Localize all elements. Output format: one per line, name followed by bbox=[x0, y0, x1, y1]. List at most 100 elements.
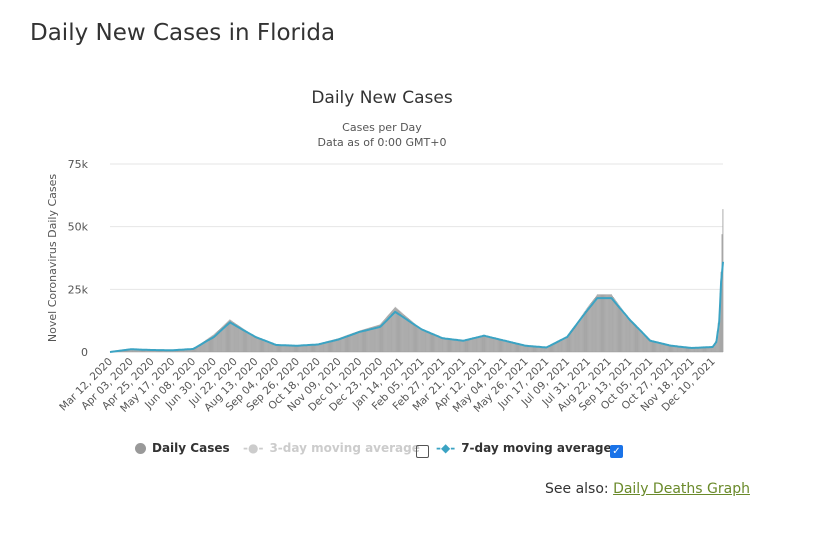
daily-case-bar bbox=[137, 349, 139, 352]
daily-case-bar bbox=[517, 343, 519, 352]
daily-case-bar bbox=[288, 345, 289, 352]
daily-case-bar bbox=[607, 294, 609, 352]
daily-case-bar bbox=[514, 343, 516, 352]
daily-case-bar bbox=[695, 347, 696, 352]
daily-case-bar bbox=[595, 296, 596, 352]
daily-case-bar bbox=[663, 344, 665, 352]
daily-case-bar bbox=[134, 349, 135, 352]
daily-case-bar bbox=[700, 347, 702, 352]
daily-case-bar bbox=[139, 349, 141, 352]
daily-case-bar bbox=[387, 315, 389, 352]
daily-case-bar bbox=[359, 330, 361, 352]
daily-case-bar bbox=[652, 341, 654, 352]
daily-case-bar bbox=[507, 341, 508, 352]
daily-case-bar bbox=[600, 294, 602, 352]
chart-title: Daily New Cases bbox=[311, 88, 453, 108]
daily-case-bar bbox=[638, 329, 640, 352]
daily-case-bar bbox=[224, 323, 226, 352]
daily-case-bar bbox=[529, 346, 531, 352]
daily-case-bar bbox=[145, 349, 147, 352]
daily-case-bar bbox=[381, 322, 383, 352]
daily-case-bar bbox=[513, 342, 515, 352]
daily-case-bar bbox=[575, 324, 576, 352]
daily-case-bar bbox=[712, 346, 713, 352]
daily-case-bar bbox=[433, 334, 435, 352]
daily-case-bar bbox=[185, 349, 186, 352]
daily-case-bar bbox=[682, 347, 684, 352]
daily-case-bar bbox=[636, 327, 638, 352]
see-also-label: See also: bbox=[545, 481, 609, 497]
daily-case-bar bbox=[690, 347, 692, 352]
daily-case-bar bbox=[226, 322, 228, 352]
legend-daily-cases[interactable]: Daily Cases bbox=[135, 441, 230, 455]
daily-case-bar bbox=[540, 347, 542, 352]
daily-case-bar bbox=[253, 335, 254, 352]
daily-case-bar bbox=[385, 317, 387, 352]
daily-case-bar bbox=[454, 339, 456, 352]
daily-case-bar bbox=[505, 340, 507, 352]
daily-case-bar bbox=[307, 344, 309, 352]
daily-case-bar bbox=[442, 338, 444, 352]
daily-case-bar bbox=[628, 318, 629, 352]
daily-case-bar bbox=[343, 336, 345, 352]
daily-case-bar bbox=[571, 330, 573, 352]
daily-case-bar bbox=[183, 349, 185, 352]
daily-case-bar bbox=[633, 324, 635, 352]
daily-case-bar bbox=[671, 345, 673, 352]
daily-case-bar bbox=[640, 331, 642, 352]
daily-case-bar bbox=[291, 345, 293, 352]
daily-case-bar bbox=[481, 336, 483, 352]
daily-case-bar bbox=[344, 335, 346, 352]
daily-case-bar bbox=[603, 294, 605, 352]
page-title: Daily New Cases in Florida bbox=[30, 20, 336, 46]
daily-case-bar bbox=[516, 343, 518, 352]
daily-case-bar bbox=[320, 343, 321, 352]
daily-case-bar bbox=[526, 345, 527, 352]
daily-case-bar bbox=[339, 337, 340, 352]
daily-case-bar bbox=[543, 347, 544, 352]
daily-case-bar bbox=[401, 312, 403, 352]
daily-case-bar bbox=[432, 334, 434, 352]
daily-case-bar bbox=[240, 327, 242, 352]
legend-3day[interactable]: -●- 3-day moving average bbox=[243, 441, 420, 455]
daily-case-bar bbox=[425, 331, 427, 352]
daily-case-bar bbox=[586, 308, 588, 352]
daily-case-bar bbox=[348, 334, 350, 352]
daily-case-bar bbox=[191, 348, 193, 352]
daily-case-bar bbox=[511, 342, 513, 352]
daily-case-bar bbox=[448, 339, 450, 352]
daily-case-bar bbox=[152, 350, 154, 352]
daily-case-bar bbox=[303, 345, 304, 352]
daily-case-bar bbox=[644, 334, 645, 352]
daily-case-bar bbox=[397, 309, 399, 352]
daily-case-bar bbox=[260, 339, 262, 352]
daily-case-bar bbox=[132, 349, 133, 352]
daily-case-bar bbox=[501, 340, 503, 352]
daily-case-bar bbox=[459, 340, 461, 352]
y-tick-label: 75k bbox=[68, 158, 89, 171]
daily-case-bar bbox=[478, 336, 480, 352]
daily-deaths-link[interactable]: Daily Deaths Graph bbox=[613, 481, 750, 497]
daily-case-bar bbox=[656, 342, 658, 352]
daily-case-bar bbox=[522, 345, 524, 352]
daily-case-bar bbox=[373, 326, 374, 352]
daily-case-bar bbox=[236, 323, 237, 352]
daily-case-bar bbox=[294, 345, 296, 352]
daily-case-bar bbox=[581, 315, 583, 352]
daily-case-bar bbox=[591, 301, 593, 352]
daily-case-bar bbox=[212, 335, 214, 352]
checkbox-7day[interactable]: ✓ bbox=[610, 445, 623, 458]
circle-icon bbox=[135, 442, 146, 454]
daily-case-bar bbox=[623, 311, 625, 352]
checkbox-3day[interactable] bbox=[416, 445, 429, 458]
daily-case-bar bbox=[455, 339, 457, 352]
legend-7day[interactable]: -◆- 7-day moving average bbox=[436, 441, 612, 455]
daily-case-bar bbox=[509, 341, 510, 352]
daily-case-bar bbox=[483, 335, 485, 352]
daily-case-bar bbox=[476, 337, 477, 352]
daily-case-bar bbox=[369, 327, 371, 352]
daily-case-bar bbox=[327, 341, 329, 352]
daily-case-bar bbox=[141, 349, 143, 352]
daily-case-bar bbox=[339, 337, 341, 352]
daily-case-bar bbox=[503, 340, 505, 352]
